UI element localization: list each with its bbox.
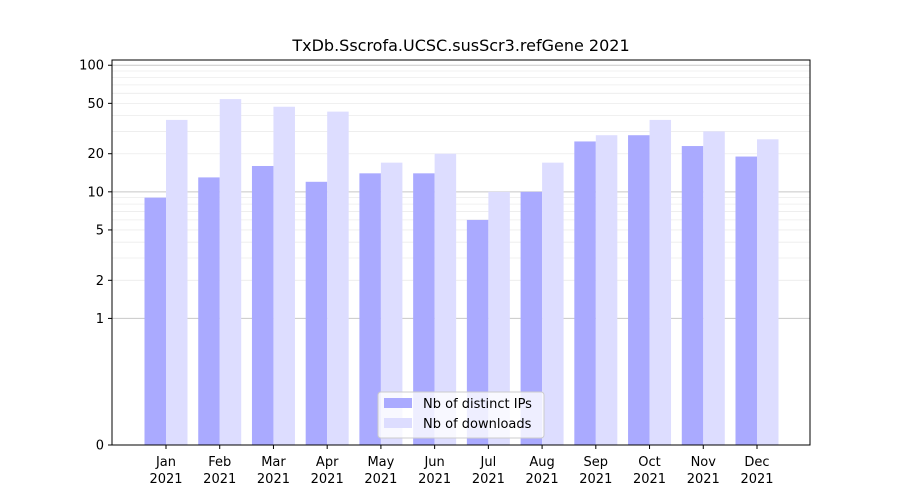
x-tick-label: Jan 2021 (149, 455, 182, 487)
bar-distinct-ips (198, 177, 220, 446)
y-tick-label: 1 (96, 312, 104, 327)
bar-distinct-ips (681, 146, 704, 445)
y-tick-label: 50 (87, 97, 104, 112)
x-tick-label: Nov 2021 (687, 455, 720, 487)
x-tick-label: May 2021 (364, 455, 397, 487)
plot-frame (111, 59, 811, 446)
bar-distinct-ips (144, 197, 166, 445)
bar-distinct-ips (574, 141, 596, 445)
x-tick-label: Aug 2021 (526, 455, 559, 487)
y-tick-label: 100 (79, 59, 104, 74)
x-tick-label: Apr 2021 (311, 455, 344, 487)
y-tick-label: 0 (96, 439, 104, 454)
x-tick-label: Jun 2021 (418, 455, 451, 487)
x-tick-label: Dec 2021 (740, 455, 773, 487)
bar-downloads (488, 191, 510, 445)
bar-downloads (434, 153, 457, 446)
x-tick-label: Mar 2021 (257, 455, 290, 487)
legend-swatch (384, 418, 412, 428)
bar-distinct-ips (520, 191, 543, 445)
bar-downloads (595, 135, 618, 445)
bar-distinct-ips (466, 219, 489, 445)
y-tick-label: 20 (87, 147, 104, 162)
bar-distinct-ips (305, 181, 328, 445)
chart-title: TxDb.Sscrofa.UCSC.susScr3.refGene 2021 (291, 36, 629, 55)
x-tick-label: Jul 2021 (472, 455, 505, 487)
bar-downloads (380, 162, 403, 445)
bar-downloads (166, 119, 188, 445)
bar-downloads (273, 106, 295, 445)
y-tick-label: 10 (87, 185, 104, 200)
bar-distinct-ips (413, 173, 435, 445)
legend-label: Nb of downloads (423, 417, 532, 432)
bar-downloads (542, 162, 564, 445)
legend-swatch (384, 398, 412, 408)
x-axis: Jan 2021 Feb 2021 Mar 2021 Apr 2021 May 2021 Jun 20… (149, 445, 774, 487)
y-tick-label: 2 (96, 274, 104, 289)
legend: Nb of distinct IPs Nb of downloads (377, 391, 545, 439)
x-tick-label: Sep 2021 (579, 455, 612, 487)
y-axis: 0 1 2 5 10 20 50 100 (79, 59, 112, 454)
bars (144, 99, 779, 446)
y-tick-label: 5 (96, 223, 104, 238)
bar-downloads (703, 131, 725, 445)
bar-downloads (327, 111, 349, 445)
bar-downloads (757, 139, 779, 445)
bar-distinct-ips (735, 156, 757, 446)
bar-distinct-ips (251, 165, 274, 446)
bar-distinct-ips (359, 173, 381, 445)
bar-downloads (649, 119, 672, 445)
x-tick-label: Feb 2021 (203, 455, 236, 487)
bar-distinct-ips (628, 135, 650, 445)
legend-box (377, 391, 545, 439)
bar-downloads (219, 99, 242, 445)
legend-label: Nb of distinct IPs (423, 397, 532, 412)
x-tick-label: Oct 2021 (633, 455, 666, 487)
